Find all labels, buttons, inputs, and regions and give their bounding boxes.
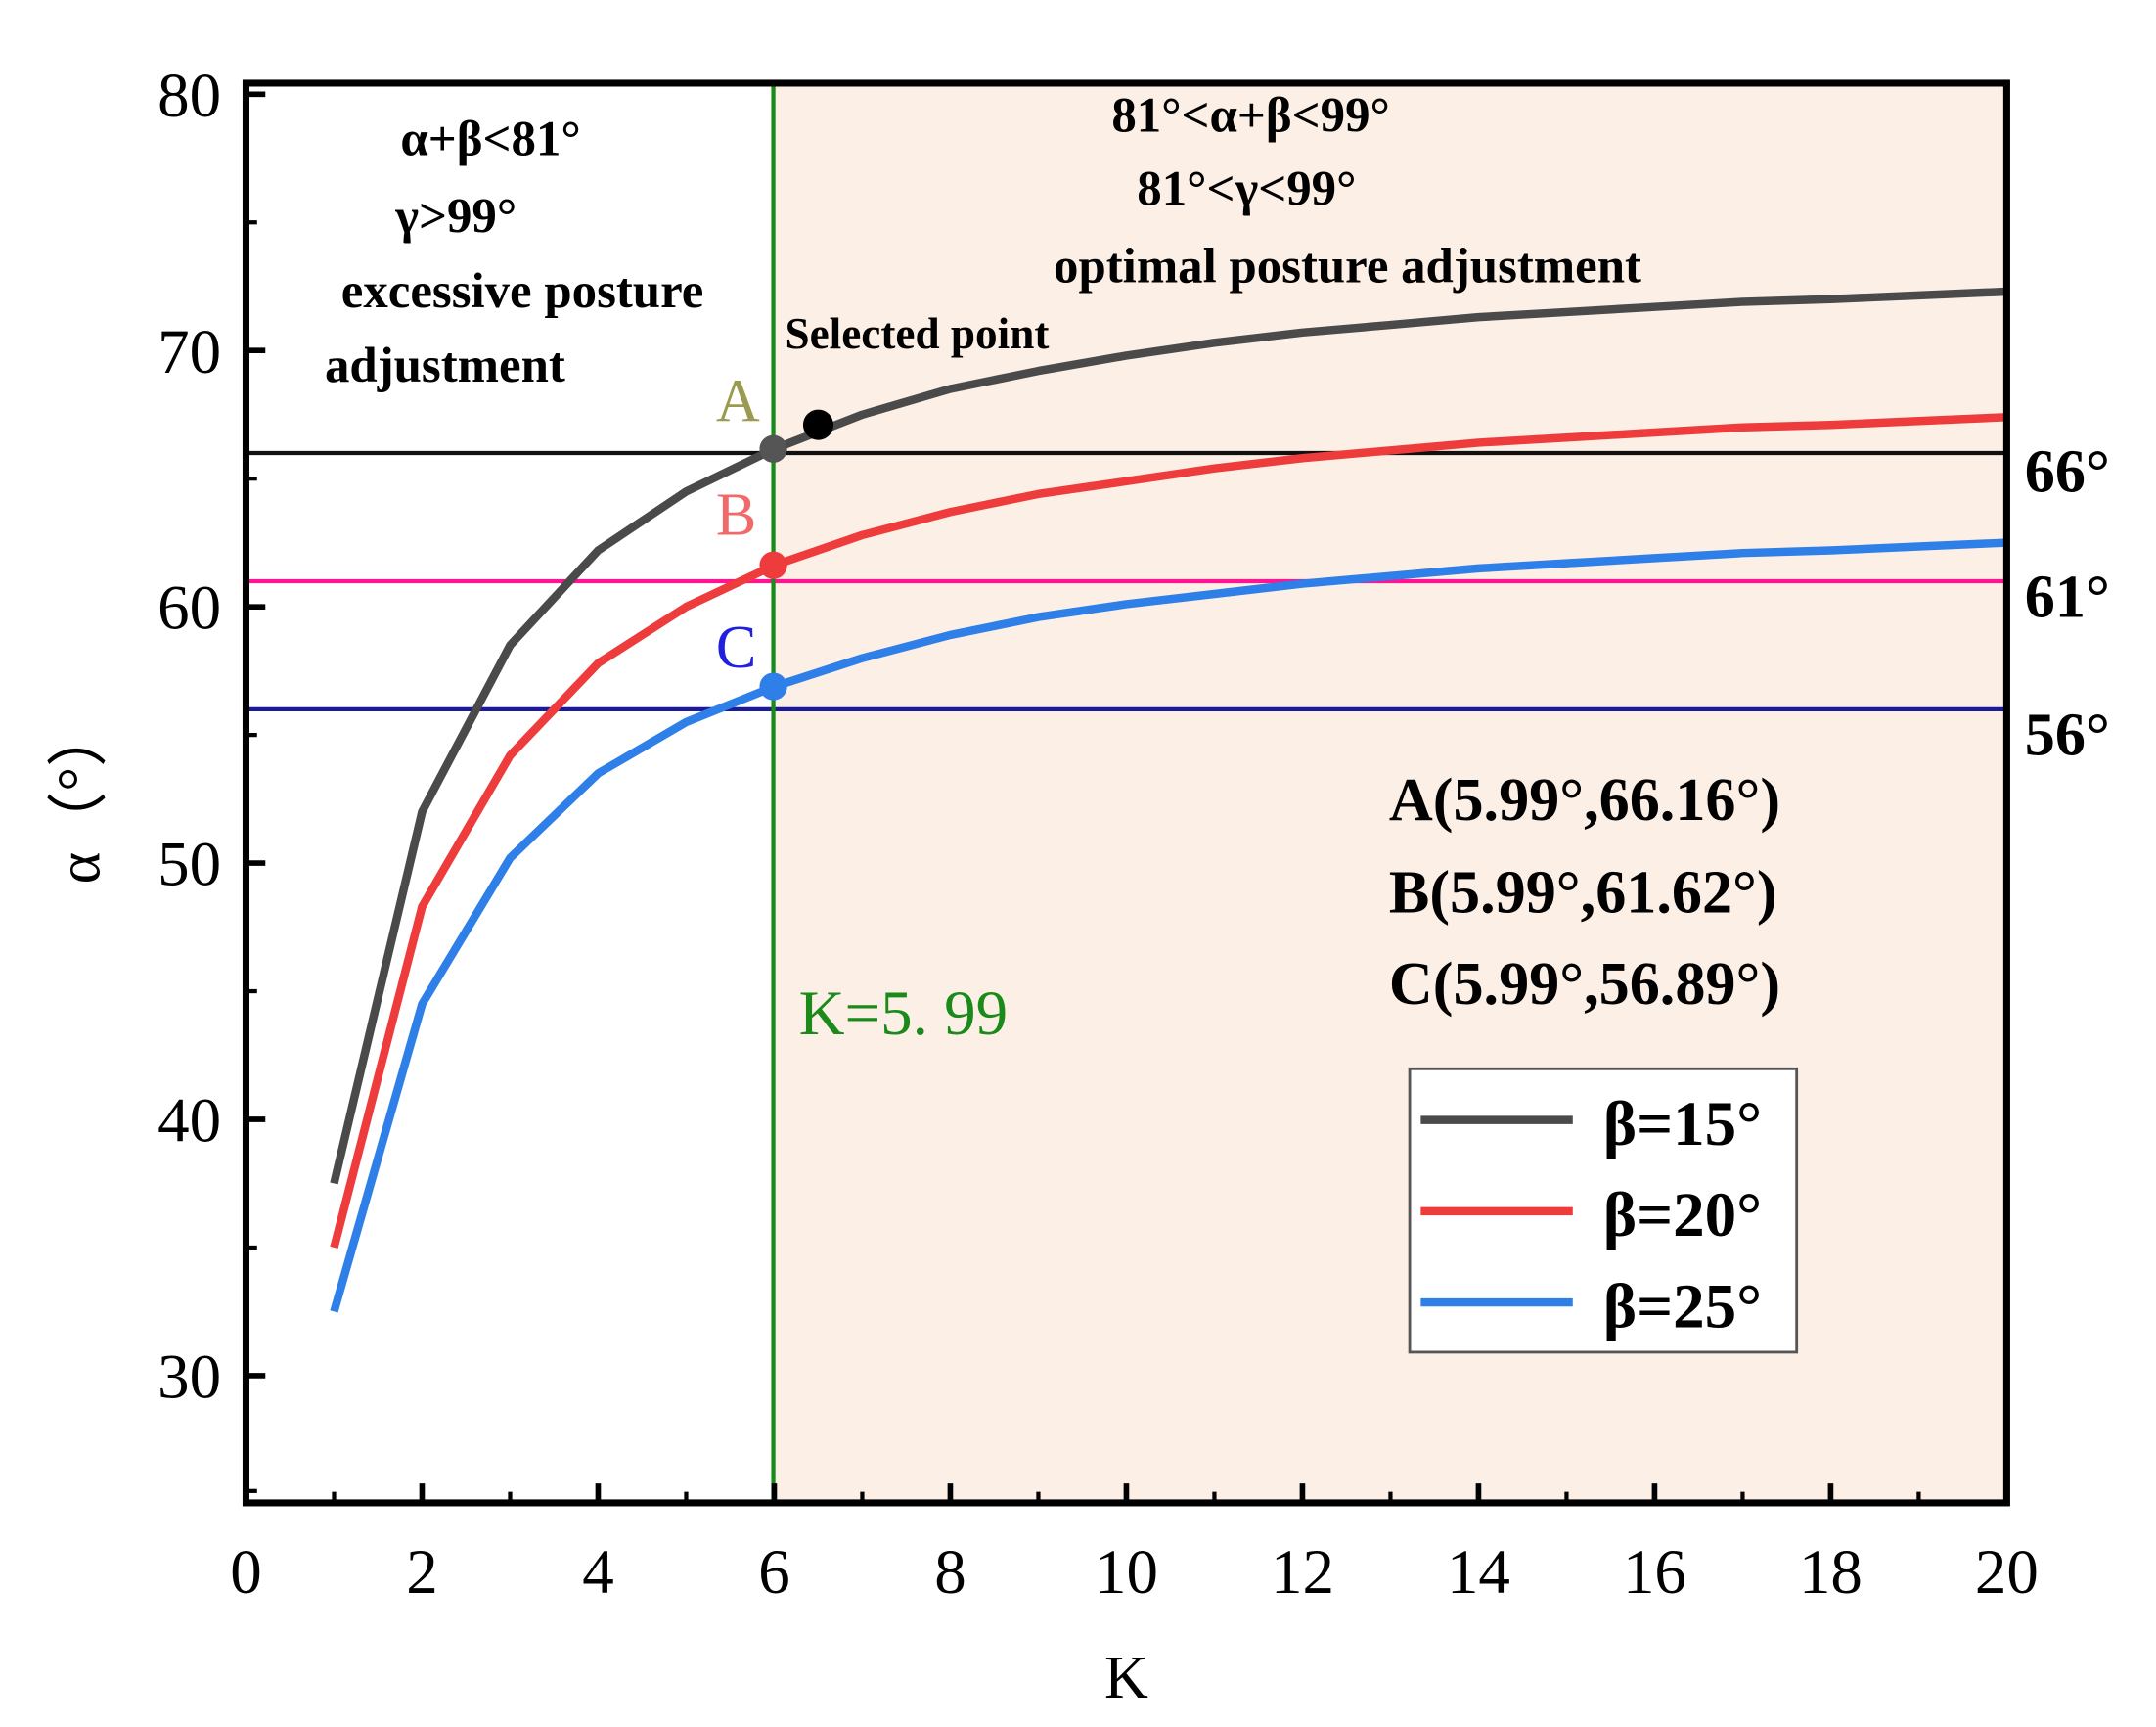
x-tick-label: 10 [1095,1537,1158,1608]
left-region-annotation: γ>99° [394,190,517,245]
point-marker-C [759,672,787,701]
y-tick-label: 70 [157,317,221,387]
y-axis-label: α（°） [47,706,113,885]
series-line-2 [330,413,2007,1250]
x-tick-label: 18 [1799,1537,1863,1608]
y-tick-label: 50 [157,830,221,900]
point-marker-A [759,434,787,463]
left-region-annotation: adjustment [325,339,565,393]
reference-label-56: 56° [2025,703,2110,769]
x-axis-label: K [1104,1645,1148,1711]
legend-label-1: β=15° [1603,1089,1762,1159]
legend-label-3: β=25° [1603,1272,1762,1342]
y-tick-label: 80 [157,61,221,131]
left-region-annotation: α+β<81° [400,112,580,166]
x-tick-label: 0 [230,1537,261,1608]
vertical-line-label: K=5. 99 [799,978,1009,1049]
x-tick-label: 14 [1447,1537,1510,1608]
x-tick-label: 16 [1623,1537,1686,1608]
x-tick-label: 6 [758,1537,789,1608]
series-line-1 [330,287,2007,1185]
series-line-3 [330,538,2007,1313]
optimal-region-shading [773,82,2007,1503]
x-tick-label: 20 [1975,1537,2039,1608]
x-tick-label: 8 [934,1537,966,1608]
legend-label-2: β=20° [1603,1180,1762,1250]
point-coordinate-A: A(5.99°,66.16°) [1389,767,1780,834]
right-region-annotation: 81°<γ<99° [1137,161,1356,216]
point-label-A: A [716,369,760,435]
x-tick-label: 2 [406,1537,437,1608]
y-tick-label: 40 [157,1086,221,1157]
point-label-B: B [716,482,756,549]
right-region-annotation: optimal posture adjustment [1054,239,1641,294]
x-tick-label: 4 [582,1537,613,1608]
left-region-annotation: excessive posture [341,264,704,319]
x-tick-label: 12 [1271,1537,1334,1608]
selected-point-marker [802,409,834,440]
point-coordinate-B: B(5.99°,61.62°) [1389,860,1777,927]
selected-point-label: Selected point [785,309,1049,358]
right-region-annotation: 81°<α+β<99° [1111,88,1390,143]
y-tick-label: 60 [157,573,221,644]
y-tick-label: 30 [157,1342,221,1413]
point-marker-B [759,551,787,579]
point-label-C: C [716,614,756,681]
reference-label-66: 66° [2025,439,2110,506]
point-coordinate-C: C(5.99°,56.89°) [1389,951,1780,1018]
reference-label-61: 61° [2025,565,2110,631]
